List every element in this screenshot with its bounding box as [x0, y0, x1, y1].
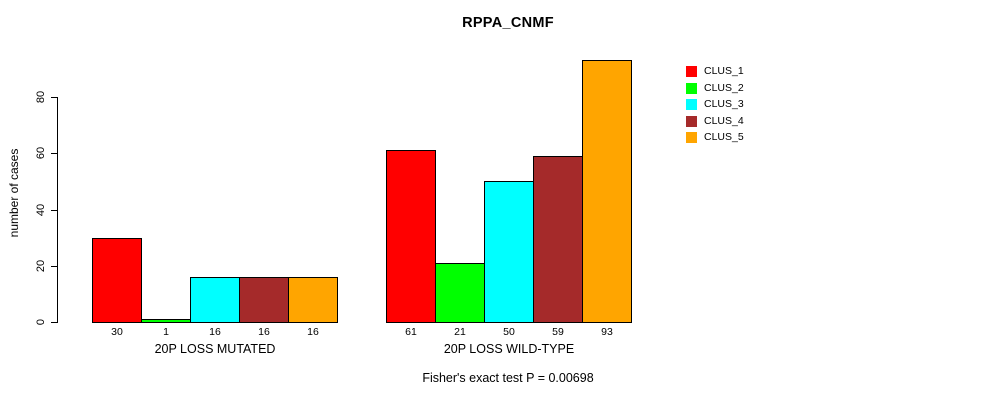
- legend-label: CLUS_5: [704, 131, 744, 144]
- bar-value-label: 59: [552, 326, 564, 338]
- y-tick-mark: [51, 209, 57, 211]
- bar-clus_4: [533, 156, 583, 323]
- bar-clus_5: [288, 277, 338, 323]
- y-tick-mark: [51, 153, 57, 155]
- x-axis-category-label: 20P LOSS WILD-TYPE: [443, 342, 575, 356]
- y-tick-mark: [51, 97, 57, 98]
- bar-value-label: 93: [601, 326, 613, 338]
- y-tick-label: 0: [35, 318, 47, 326]
- chart-title: RPPA_CNMF: [462, 15, 554, 31]
- bar-clus_3: [190, 277, 240, 323]
- x-axis-category-label: 20P LOSS MUTATED: [154, 342, 276, 356]
- bar-clus_2: [435, 263, 485, 323]
- y-tick-label: 80: [35, 90, 47, 104]
- legend-swatch-icon: [686, 82, 697, 94]
- y-tick-mark: [51, 265, 57, 267]
- legend-label: CLUS_1: [704, 65, 744, 77]
- bar-value-label: 21: [454, 326, 466, 338]
- y-axis-label: number of cases: [7, 148, 21, 238]
- legend-swatch-icon: [686, 132, 697, 144]
- bar-value-label: 50: [503, 326, 515, 338]
- bar-value-label: 16: [258, 326, 270, 338]
- legend-swatch-icon: [686, 66, 697, 77]
- legend-label: CLUS_3: [704, 98, 744, 111]
- y-axis: [57, 97, 58, 323]
- y-tick-label: 20: [35, 259, 47, 272]
- bar-clus_1: [92, 238, 142, 323]
- bar-clus_2: [141, 319, 191, 323]
- bar-clus_4: [239, 277, 289, 323]
- bar-value-label: 16: [307, 326, 319, 338]
- legend-swatch-icon: [686, 115, 697, 127]
- bar-clus_3: [484, 181, 534, 323]
- bar-value-label: 16: [209, 326, 221, 338]
- bar-value-label: 30: [111, 326, 123, 338]
- y-tick-label: 60: [35, 147, 47, 160]
- legend-label: CLUS_2: [704, 81, 744, 94]
- y-tick-mark: [51, 322, 57, 323]
- bar-clus_5: [582, 60, 632, 323]
- bar-value-label: 1: [163, 326, 169, 338]
- legend-swatch-icon: [686, 99, 697, 111]
- y-tick-label: 40: [35, 203, 47, 216]
- bar-clus_1: [386, 150, 436, 323]
- caption: Fisher's exact test P = 0.00698: [422, 371, 594, 385]
- legend-label: CLUS_4: [704, 114, 744, 127]
- bar-value-label: 61: [405, 326, 417, 338]
